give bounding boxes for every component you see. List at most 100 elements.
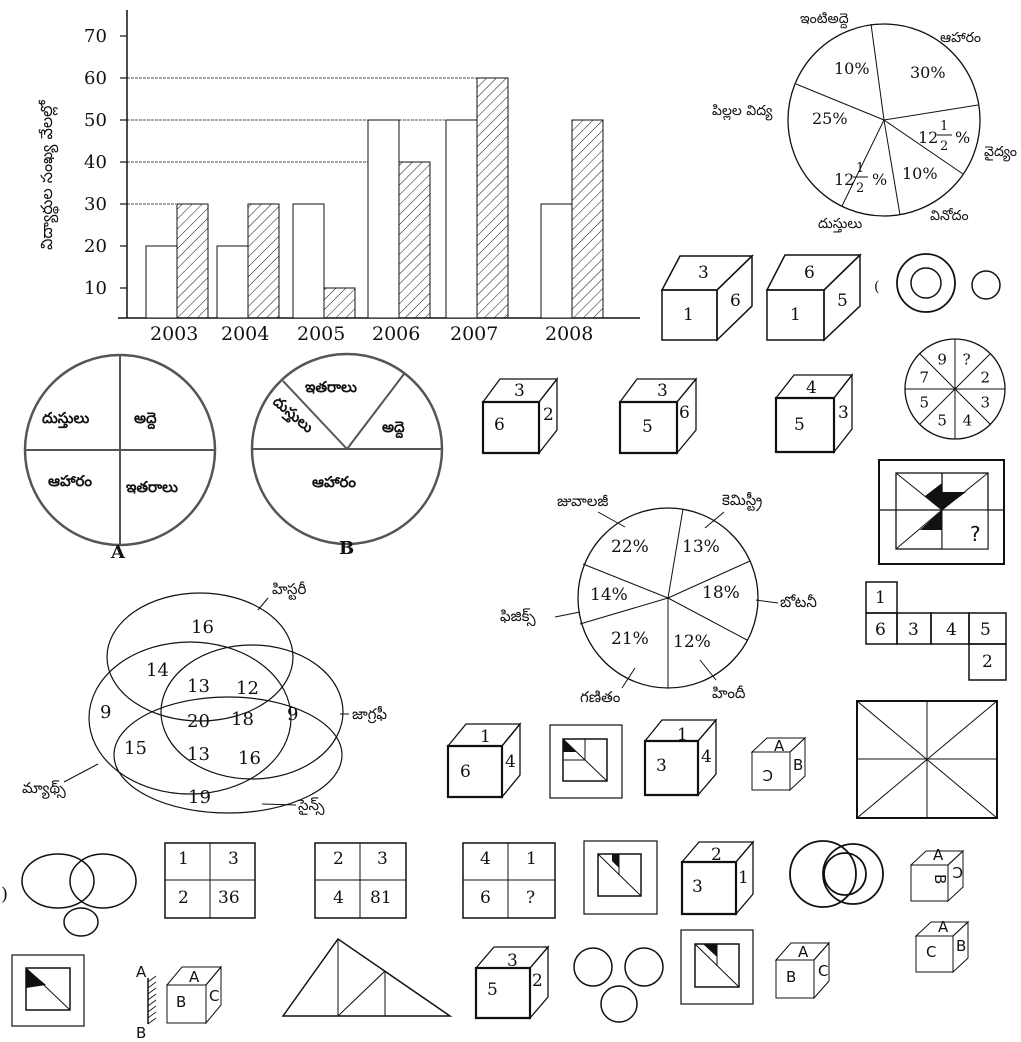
wheel-spoke — [919, 353, 991, 425]
venn-value: 12 — [236, 678, 259, 699]
net-value: 3 — [908, 620, 919, 640]
die-side-face — [676, 377, 697, 455]
pie-a-label: ఇతరాలు — [126, 478, 178, 496]
shaded-triangle — [920, 510, 942, 530]
die-front-value: 6 — [460, 762, 471, 782]
die-side-value: 2 — [543, 405, 554, 425]
cube-side-face — [952, 920, 969, 974]
pie-a-label: ఆహారం — [48, 472, 92, 490]
pie-divider — [667, 508, 684, 599]
shaded-square-figure-2 — [583, 840, 658, 915]
cube-net: 1 6 3 4 5 2 — [865, 581, 1007, 681]
shaded-triangle — [703, 944, 717, 957]
mirror-top-letter: A — [136, 963, 147, 981]
y-tick-label: 10 — [84, 278, 107, 299]
venn-value: 18 — [231, 709, 254, 730]
venn-diagram: హిస్టరీ జాగ్రఫీ సైన్స్ మ్యాథ్స్ 16 14 12… — [22, 580, 387, 816]
net-value: 6 — [875, 620, 886, 640]
cube-front-face — [166, 984, 207, 1024]
circle — [573, 947, 613, 987]
rent-pct: 10% — [834, 59, 870, 78]
venn-value: 13 — [187, 676, 210, 697]
bar-hatched — [571, 119, 604, 319]
circle — [624, 947, 664, 987]
die-5: 4 5 3 — [774, 373, 854, 454]
cube-front-letter: B — [786, 968, 796, 986]
cube-side-letter: B — [956, 937, 966, 955]
pie-a-label: దుస్తులు — [42, 409, 89, 429]
shaded-triangle — [942, 492, 966, 510]
grid-cell: 36 — [218, 888, 240, 908]
y-tick-label: 60 — [84, 68, 107, 89]
leader-line — [704, 511, 725, 529]
grid-cell: 4 — [480, 849, 491, 869]
die-side-face — [538, 377, 558, 455]
clothes-pct-whole: 12 — [834, 170, 854, 189]
cube-side-letter: C — [209, 987, 219, 1005]
die-top-value: 1 — [480, 727, 491, 747]
medical-pct: 12 1 2 % — [918, 119, 970, 154]
hindi-label: హిందీ — [712, 684, 746, 702]
food-label: ఆహారం — [940, 30, 981, 46]
budget-pie-chart: ఇంటిఅద్దె ఆహారం పిల్లల విద్య వైద్యం వినో… — [712, 11, 1017, 233]
puzzle-line — [895, 509, 943, 550]
bar-plain — [540, 203, 573, 319]
cube-front-letter: B — [931, 874, 949, 884]
die-side-face — [823, 253, 861, 342]
pie-b-label: దుస్తులు — [268, 392, 317, 438]
cube-top-letter: A — [189, 968, 200, 986]
small-circle — [971, 270, 1001, 300]
x-tick-label: 2006 — [372, 323, 420, 345]
venn-value: 9 — [287, 704, 298, 725]
history-set — [106, 592, 294, 722]
bar-hatched — [398, 161, 431, 319]
die-top-value: 4 — [806, 378, 817, 398]
pie-b-circle — [250, 352, 444, 546]
x-tick-label: 2004 — [221, 323, 269, 345]
die-side-value: 2 — [532, 971, 543, 991]
food-pct: 30% — [910, 63, 946, 82]
wheel-value: 3 — [980, 394, 990, 412]
divided-square — [856, 700, 998, 819]
geography-set — [160, 644, 344, 780]
inner-circle — [910, 267, 942, 299]
wheel-value: 2 — [980, 368, 990, 386]
triangle-figure — [281, 937, 453, 1017]
education-pct: 25% — [812, 109, 848, 128]
die-top-value: 3 — [657, 381, 668, 401]
cube-front-letter: C — [926, 943, 936, 961]
grid-cell: 2 — [178, 888, 189, 908]
leader-line — [257, 597, 269, 611]
pie-divider — [282, 380, 348, 450]
die-side-value: 4 — [505, 752, 516, 772]
net-value: 4 — [946, 620, 957, 640]
pie-divider — [883, 119, 901, 216]
die-9: 3 5 2 — [474, 945, 550, 1020]
cube-side-face — [789, 736, 806, 792]
die-front-value: 6 — [494, 415, 505, 435]
die-4: 3 5 6 — [618, 377, 698, 455]
cube-side-letter: C — [953, 863, 963, 881]
pie-divider — [883, 119, 964, 175]
venn-value: 14 — [146, 660, 169, 681]
leader-line — [261, 803, 297, 806]
die-2: 6 1 5 — [765, 253, 862, 342]
bracket-mark: ) — [1, 884, 8, 905]
shaded-triangle — [612, 854, 619, 868]
abc-cube-4: A B C — [774, 941, 831, 1000]
pie-a: దుస్తులు అద్దె ఆహారం ఇతరాలు A — [23, 353, 217, 563]
y-tick-label: 50 — [84, 110, 107, 131]
pie-b-label: ఇతరాలు — [305, 378, 357, 396]
pie-divider — [841, 119, 885, 207]
leader-line — [621, 667, 636, 689]
medical-pct-num: 1 — [940, 119, 948, 134]
circle-right — [822, 843, 884, 905]
education-label: పిల్లల విద్య — [712, 103, 773, 121]
die-top-value: 1 — [677, 725, 688, 745]
circle-left — [789, 840, 857, 908]
bar-hatched — [247, 203, 280, 319]
x-tick-label: 2007 — [450, 323, 498, 345]
physics-pct: 14% — [590, 585, 628, 605]
die-top-value: 2 — [711, 845, 722, 865]
